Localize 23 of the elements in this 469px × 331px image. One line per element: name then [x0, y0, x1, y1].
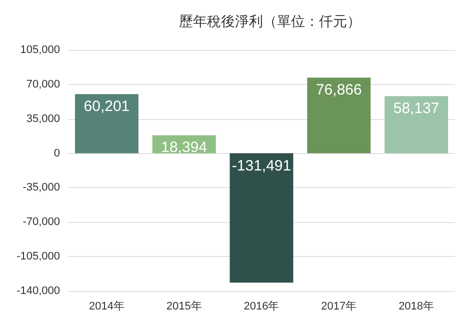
y-tick-label: -140,000	[16, 285, 60, 297]
bar	[384, 96, 448, 154]
data-label: 58,137	[393, 100, 440, 118]
chart-title: 歷年稅後淨利（單位：仟元）	[179, 14, 361, 30]
y-tick-label: -70,000	[22, 216, 60, 228]
y-tick-label: -35,000	[22, 182, 60, 194]
y-tick-label: 105,000	[20, 44, 60, 56]
x-tick-label: 2014年	[88, 300, 124, 312]
x-tick-label: 2018年	[398, 300, 434, 312]
data-label: 18,394	[161, 139, 208, 156]
y-tick-label: -105,000	[16, 250, 60, 263]
data-label: -131,491	[232, 157, 292, 174]
bar	[230, 153, 294, 283]
y-tick-label: 70,000	[26, 78, 60, 90]
bar	[307, 78, 371, 154]
y-tick-label: 35,000	[26, 112, 60, 125]
x-tick-label: 2015年	[166, 300, 202, 312]
data-label: 76,866	[316, 82, 362, 99]
bar	[74, 94, 138, 154]
y-tick-label: 0	[54, 147, 60, 160]
x-tick-label: 2017年	[321, 300, 357, 312]
data-label: 60,201	[84, 98, 130, 116]
x-tick-label: 2016年	[244, 300, 280, 312]
